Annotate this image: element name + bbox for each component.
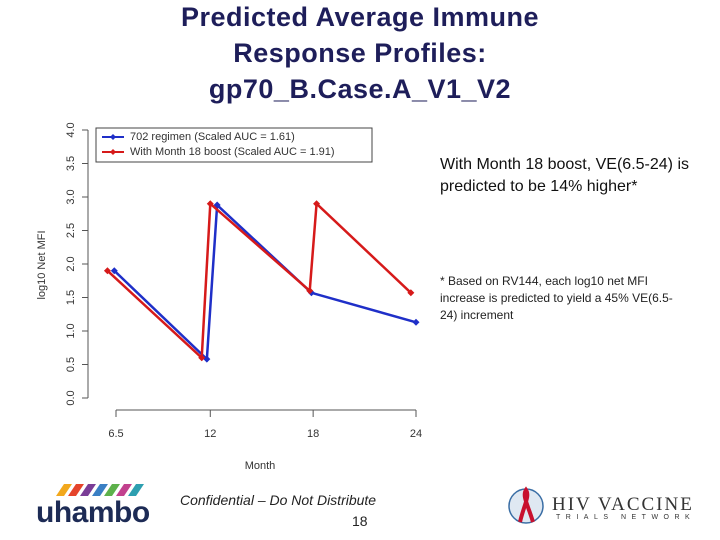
- series-point: [407, 289, 415, 297]
- hvtn-emblem: [508, 486, 544, 524]
- series-point: [103, 267, 111, 275]
- series-point: [313, 200, 321, 208]
- page-number: 18: [352, 513, 368, 529]
- logo-text: HIV VACCINE: [552, 494, 694, 515]
- x-tick-label: 12: [204, 428, 216, 440]
- annotation: With Month 18 boost, VE(6.5-24) is predi…: [440, 156, 689, 195]
- logo-shapes: [56, 484, 144, 496]
- legend-label: 702 regimen (Scaled AUC = 1.61): [130, 131, 295, 143]
- legend-marker: [110, 134, 116, 140]
- title-line: gp70_B.Case.A_V1_V2: [208, 74, 512, 104]
- series-point: [412, 318, 420, 326]
- series-point: [203, 355, 211, 363]
- footnote: * Based on RV144, each log10 net MFI inc…: [440, 274, 673, 322]
- logo-text: TRIALS NETWORK: [556, 514, 696, 521]
- x-tick-label: 24: [410, 428, 422, 440]
- series-line: [106, 200, 412, 361]
- y-tick-label: 0.5: [65, 357, 77, 372]
- series-point: [198, 354, 206, 362]
- y-tick-label: 1.5: [65, 290, 77, 305]
- logo-text: uhambo: [36, 496, 150, 529]
- legend-label: With Month 18 boost (Scaled AUC = 1.91): [130, 146, 335, 158]
- x-axis-label: Month: [245, 460, 276, 472]
- y-tick-label: 1.0: [65, 323, 77, 338]
- y-tick-label: 3.0: [65, 189, 77, 204]
- legend-marker: [110, 149, 116, 155]
- y-tick-label: 0.0: [65, 390, 77, 405]
- x-tick-label: 6.5: [108, 428, 123, 440]
- y-axis-label: log10 Net MFI: [36, 230, 48, 299]
- series-point: [306, 287, 314, 295]
- title-line: Predicted Average Immune: [180, 2, 540, 32]
- footer: Confidential – Do Not Distribute: [180, 492, 377, 508]
- series-line: [113, 202, 417, 362]
- series-point: [206, 200, 214, 208]
- series-point: [110, 267, 118, 275]
- title-line: Response Profiles:: [233, 38, 487, 68]
- legend-box: [95, 127, 373, 163]
- y-tick-label: 3.5: [65, 156, 77, 171]
- y-tick-label: 4.0: [65, 122, 77, 137]
- x-tick-label: 18: [307, 428, 319, 440]
- y-tick-label: 2.5: [65, 223, 77, 238]
- y-tick-label: 2.0: [65, 256, 77, 271]
